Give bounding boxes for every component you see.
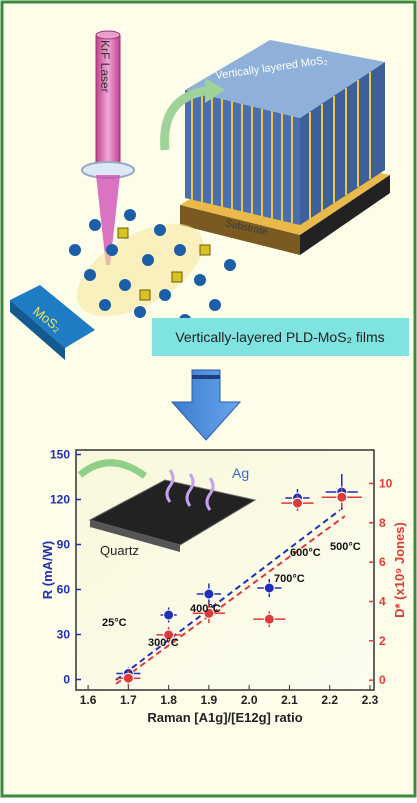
- page: Vertically layered MoS₂ Substrate KrF La…: [0, 0, 417, 803]
- figure: Vertically layered MoS₂ Substrate KrF La…: [0, 0, 417, 798]
- point: [164, 610, 174, 620]
- inset-label: Quartz: [100, 543, 139, 558]
- x-tick-label: 2.3: [362, 693, 379, 707]
- laser-label: KrF Laser: [98, 40, 112, 93]
- x-tick-label: 1.6: [80, 693, 97, 707]
- x-tick-label: 2.2: [321, 693, 338, 707]
- caption: Vertically-layered PLD-MoS₂ films: [175, 329, 384, 345]
- y-tick-label: 90: [57, 538, 71, 552]
- point: [123, 673, 133, 683]
- x-tick-label: 2.0: [241, 693, 258, 707]
- y2-axis-label: D* (x10⁹ Jones): [392, 522, 407, 618]
- y2-tick-label: 2: [379, 634, 386, 648]
- y2-tick-label: 10: [379, 476, 393, 490]
- y-tick-label: 150: [50, 448, 70, 462]
- y-tick-label: 0: [63, 673, 70, 687]
- y-axis-label: R (mA/W): [40, 541, 55, 600]
- y2-tick-label: 8: [379, 516, 386, 530]
- x-tick-label: 1.7: [120, 693, 137, 707]
- x-axis-label: Raman [A1g]/[E12g] ratio: [147, 710, 302, 725]
- y-tick-label: 30: [57, 628, 71, 642]
- point: [292, 498, 302, 508]
- arrow-stripe: [192, 375, 220, 379]
- annotation: 300°C: [148, 637, 179, 649]
- plot-area: [76, 450, 374, 690]
- point: [204, 589, 214, 599]
- annotation: 500°C: [330, 541, 361, 553]
- x-tick-label: 2.1: [281, 693, 298, 707]
- x-tick-label: 1.9: [201, 693, 218, 707]
- inset-label: Ag: [232, 465, 249, 481]
- annotation: 25°C: [102, 617, 127, 629]
- annotation: 400°C: [190, 603, 221, 615]
- point: [264, 614, 274, 624]
- x-tick-label: 1.8: [160, 693, 177, 707]
- chart: [76, 450, 374, 690]
- y2-tick-label: 0: [379, 673, 386, 687]
- annotation: 700°C: [274, 573, 305, 585]
- y2-tick-label: 6: [379, 555, 386, 569]
- point: [264, 583, 274, 593]
- point: [337, 492, 347, 502]
- annotation: 600°C: [290, 547, 321, 559]
- y-tick-label: 120: [50, 493, 70, 507]
- y-tick-label: 60: [57, 583, 71, 597]
- y2-tick-label: 4: [379, 594, 386, 608]
